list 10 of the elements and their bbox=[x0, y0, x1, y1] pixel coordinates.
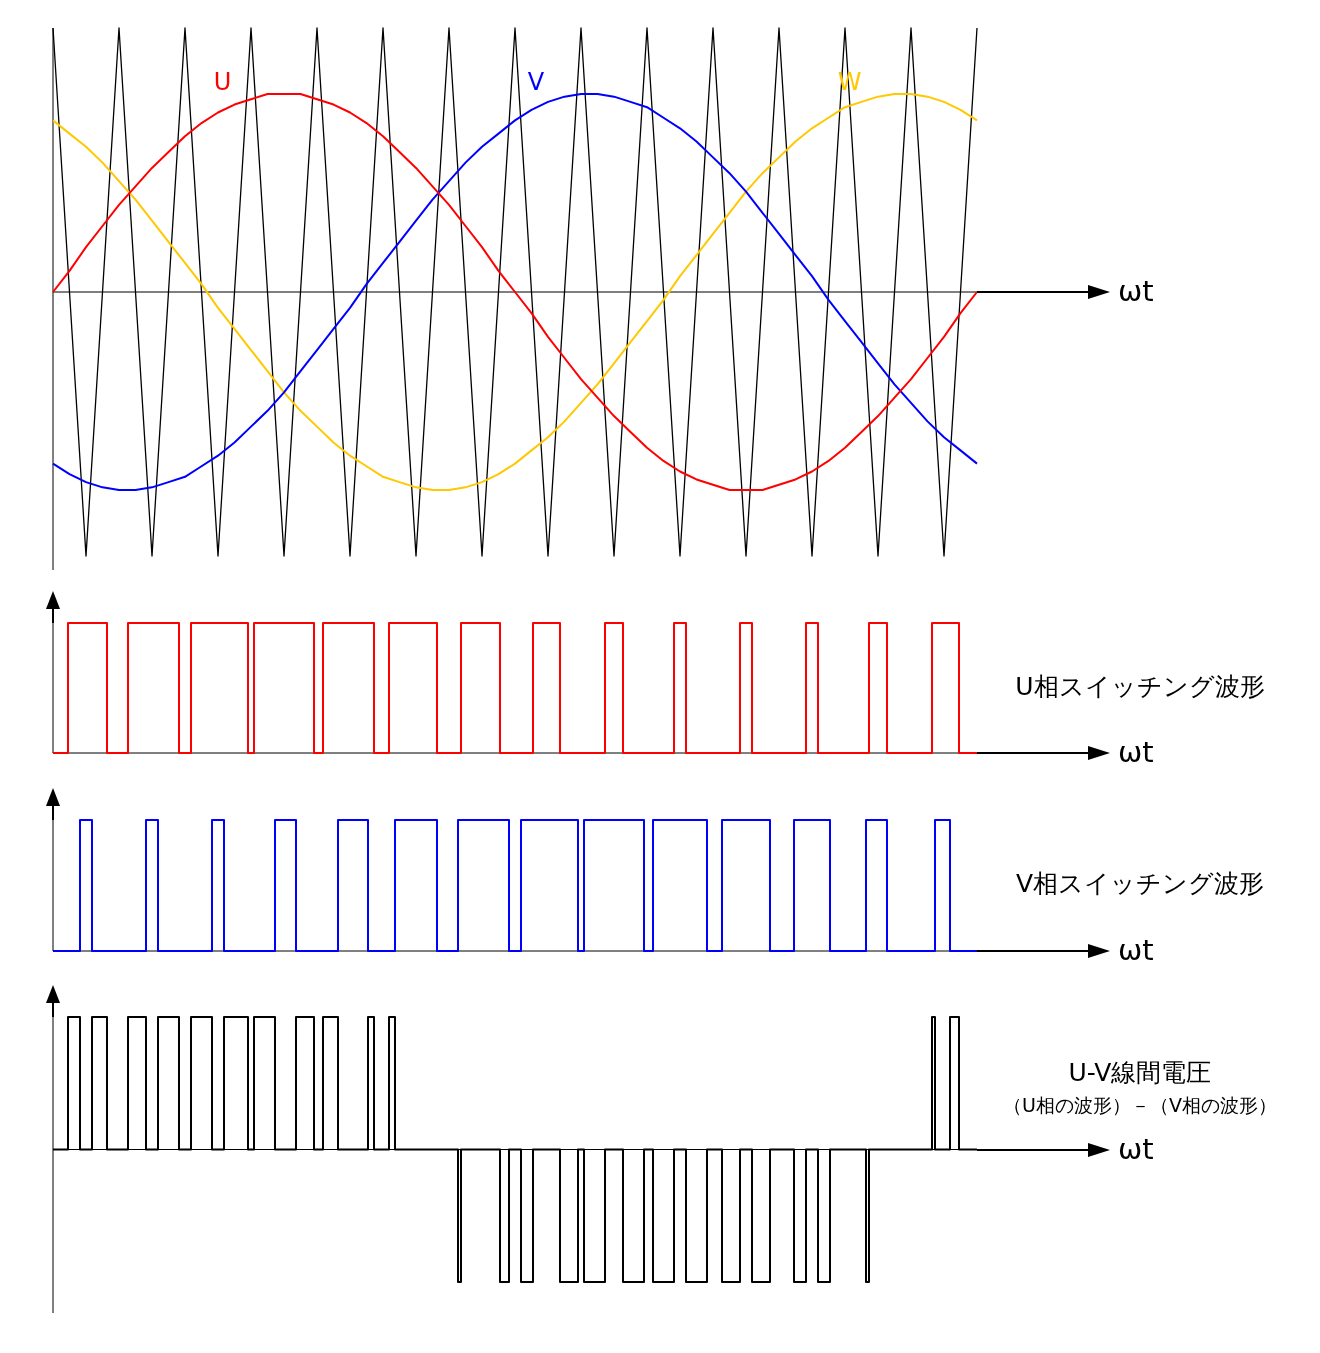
text: U相スイッチング波形 bbox=[1015, 671, 1265, 701]
x-axis-title: ωt bbox=[1118, 933, 1154, 967]
series-label: U bbox=[213, 68, 232, 97]
series-label: V bbox=[527, 68, 545, 97]
x-axis-title: ωt bbox=[1118, 1131, 1154, 1166]
text: V相スイッチング波形 bbox=[1015, 869, 1265, 898]
x-axis-title: ωt bbox=[1118, 735, 1154, 769]
text: （U相の波形）－（V相の波形） bbox=[1003, 1094, 1277, 1117]
x-axis-title: ωt bbox=[1118, 274, 1154, 308]
text: U-V線間電圧 bbox=[1068, 1058, 1212, 1087]
